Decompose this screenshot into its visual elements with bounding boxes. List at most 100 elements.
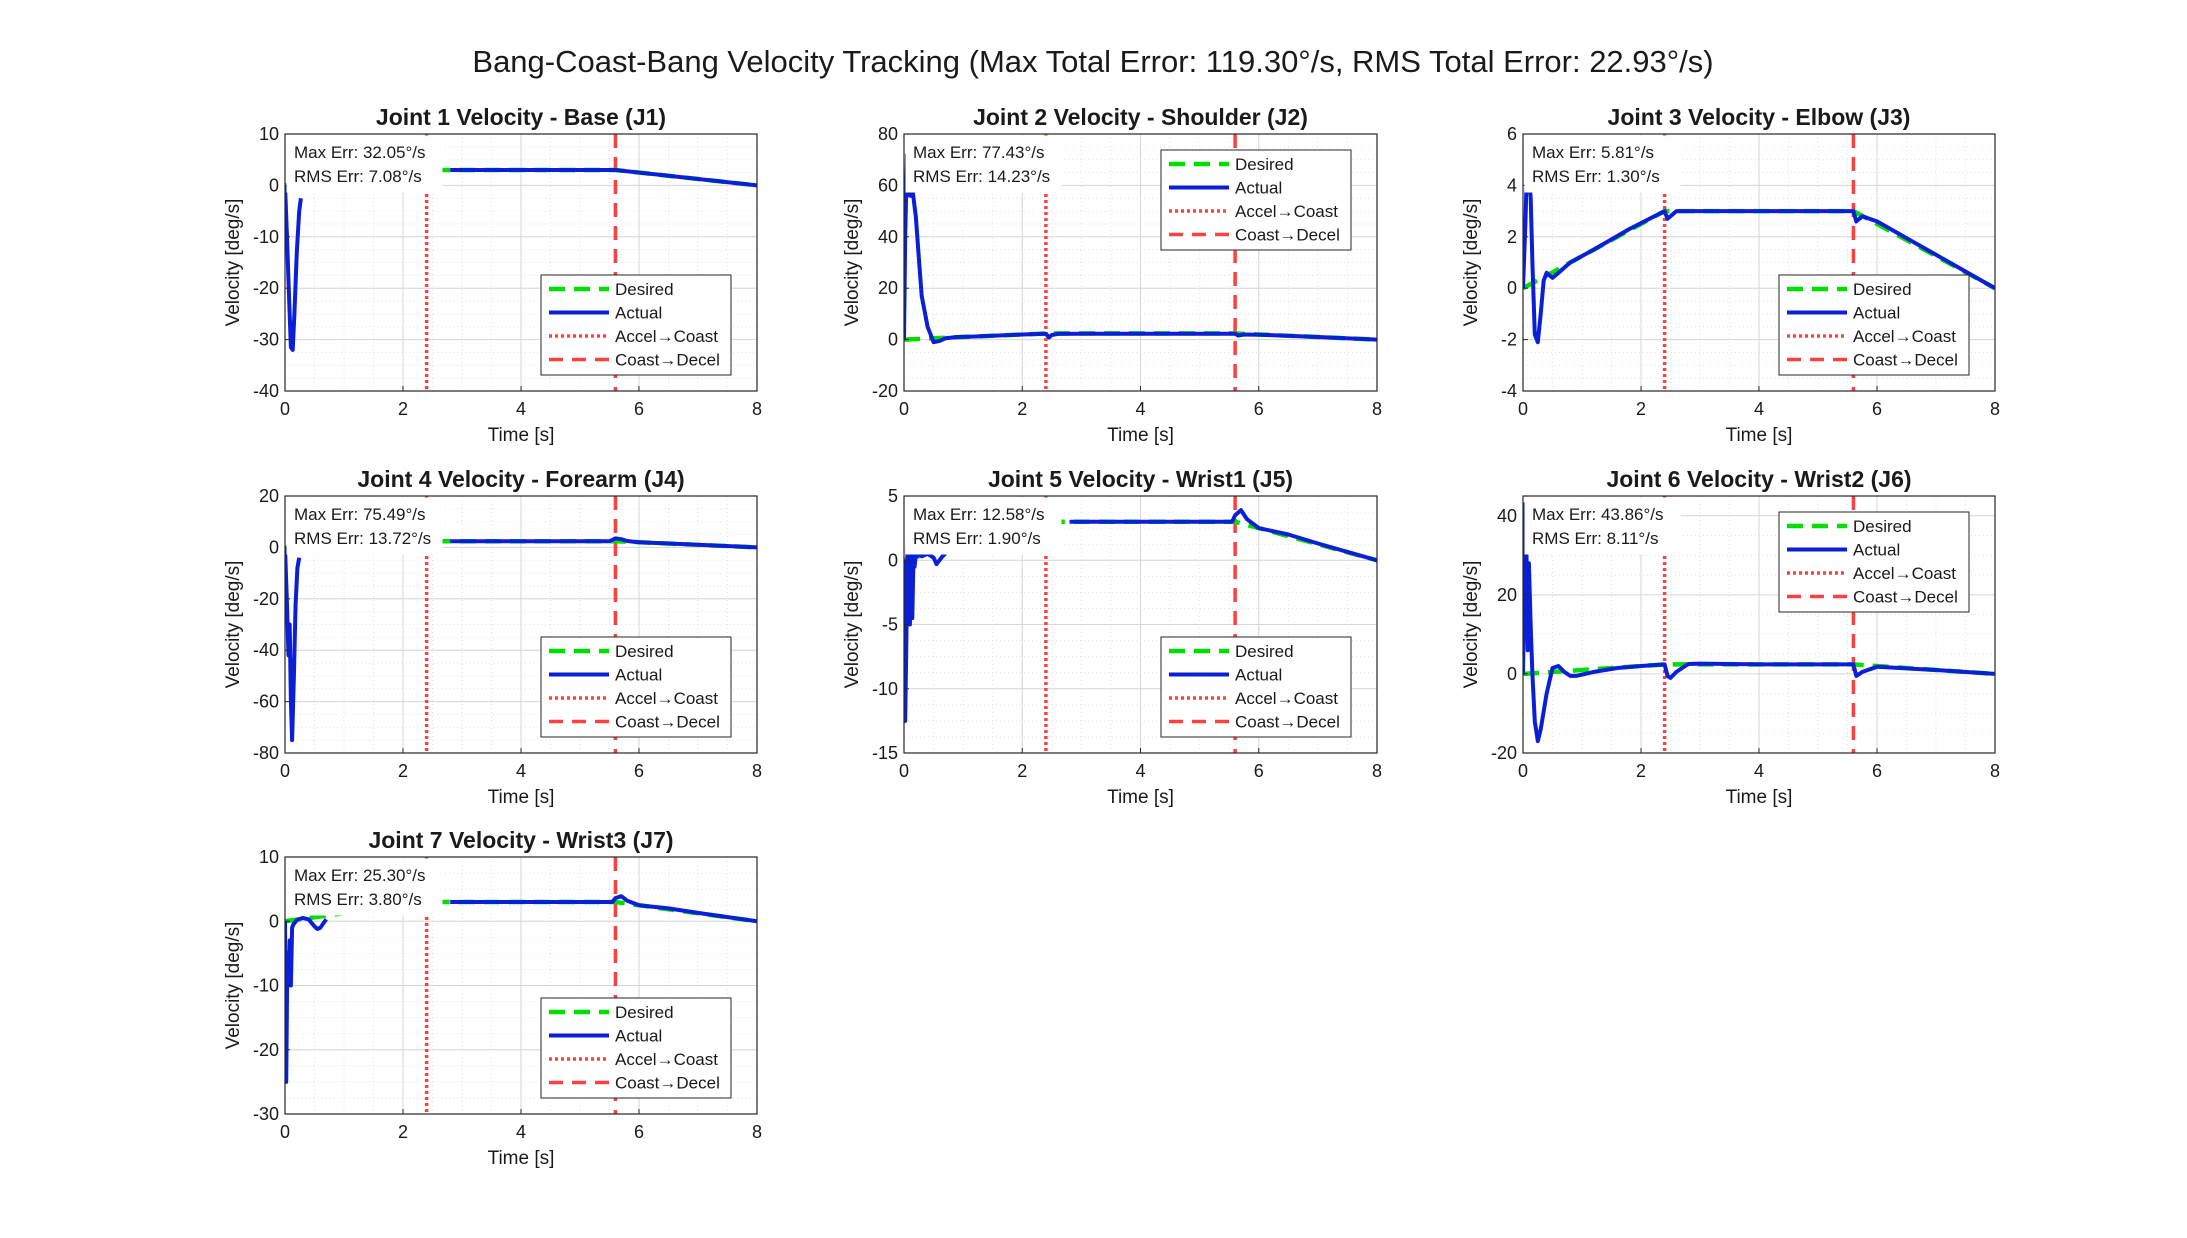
legend-label: Desired	[615, 1003, 674, 1022]
legend: Desired Actual Accel→Coast Coast→Decel	[540, 274, 732, 376]
y-tick-label: -60	[253, 692, 279, 712]
legend-label: Accel→Coast	[1235, 202, 1338, 221]
max-error-text: Max Err: 12.58°/s	[913, 505, 1045, 524]
error-annotation: Max Err: 25.30°/s RMS Err: 3.80°/s	[286, 858, 443, 916]
series-lines	[285, 167, 757, 352]
x-tick-label: 0	[1518, 399, 1528, 419]
legend-label: Coast→Decel	[1235, 713, 1340, 732]
y-axis-label: Velocity [deg/s]	[842, 561, 863, 689]
y-tick-label: 0	[269, 175, 279, 195]
series-lines	[1523, 137, 1995, 345]
x-tick-label: 2	[398, 399, 408, 419]
actual-series-line	[285, 185, 303, 352]
grid	[284, 133, 758, 392]
legend-label: Coast→Decel	[615, 1074, 720, 1093]
y-tick-label: -80	[253, 743, 279, 763]
y-axis-label: Velocity [deg/s]	[223, 561, 244, 689]
y-tick-label: 0	[1507, 664, 1517, 684]
x-tick-label: 0	[1518, 761, 1528, 781]
actual-series-line	[285, 916, 328, 1084]
y-tick-label: 0	[1507, 278, 1517, 298]
legend: Desired Actual Accel→Coast Coast→Decel	[1160, 636, 1352, 738]
error-annotation: Max Err: 32.05°/s RMS Err: 7.08°/s	[286, 135, 443, 193]
x-tick-label: 0	[280, 1122, 290, 1142]
legend-label: Desired	[1235, 155, 1294, 174]
x-tick-label: 6	[1872, 761, 1882, 781]
y-tick-label: -10	[253, 976, 279, 996]
subplot-title: Joint 5 Velocity - Wrist1 (J5)	[988, 466, 1293, 492]
rms-error-text: RMS Err: 1.30°/s	[1532, 167, 1660, 186]
legend-label: Actual	[1235, 179, 1282, 198]
y-tick-label: -40	[253, 381, 279, 401]
y-tick-label: 20	[1497, 585, 1517, 605]
subplot-title: Joint 2 Velocity - Shoulder (J2)	[973, 104, 1308, 130]
x-tick-label: 8	[752, 1122, 762, 1142]
legend: Desired Actual Accel→Coast Coast→Decel	[1160, 149, 1352, 251]
rms-error-text: RMS Err: 13.72°/s	[294, 529, 431, 548]
y-tick-label: -20	[253, 278, 279, 298]
y-axis-label: Velocity [deg/s]	[223, 922, 244, 1050]
rms-error-text: RMS Err: 7.08°/s	[294, 167, 422, 186]
y-tick-label: 6	[1507, 124, 1517, 144]
actual-series-line	[1523, 501, 1995, 744]
subplot-title: Joint 7 Velocity - Wrist3 (J7)	[368, 827, 673, 853]
y-tick-label: 40	[878, 227, 898, 247]
x-tick-label: 6	[634, 399, 644, 419]
x-tick-label: 0	[280, 761, 290, 781]
error-annotation: Max Err: 43.86°/s RMS Err: 8.11°/s	[1524, 497, 1681, 555]
y-tick-label: -20	[253, 589, 279, 609]
legend-label: Accel→Coast	[1853, 327, 1956, 346]
legend: Desired Actual Accel→Coast Coast→Decel	[540, 997, 732, 1099]
annotation-background	[286, 135, 443, 193]
subplot-5: 0 2 4 6 8 -15 -10 -5 0 5 Joint 5 Velocity - Wrist1…	[842, 466, 1382, 808]
x-tick-label: 0	[899, 761, 909, 781]
legend-label: Accel→Coast	[1235, 689, 1338, 708]
series-lines	[904, 152, 1377, 345]
rms-error-text: RMS Err: 14.23°/s	[913, 167, 1050, 186]
x-tick-label: 2	[1636, 399, 1646, 419]
x-axis-label: Time [s]	[488, 425, 555, 446]
legend-label: Actual	[1235, 666, 1282, 685]
annotation-background	[1524, 497, 1681, 555]
actual-series-line	[1523, 137, 1995, 345]
max-error-text: Max Err: 5.81°/s	[1532, 143, 1654, 162]
legend: Desired Actual Accel→Coast Coast→Decel	[1778, 274, 1970, 376]
x-tick-label: 2	[1017, 399, 1027, 419]
x-tick-label: 4	[516, 1122, 526, 1142]
series-lines	[1523, 501, 1995, 744]
x-tick-label: 4	[1135, 399, 1145, 419]
x-tick-label: 6	[634, 761, 644, 781]
x-tick-label: 8	[752, 761, 762, 781]
desired-series-line	[285, 899, 757, 924]
legend-label: Coast→Decel	[1235, 226, 1340, 245]
x-axis-label: Time [s]	[488, 1148, 555, 1169]
actual-series-line	[450, 536, 757, 550]
legend-label: Actual	[615, 1027, 662, 1046]
legend-label: Actual	[1853, 541, 1900, 560]
subplot-3: 0 2 4 6 8 -4 -2 0 2 4 6 Joint 3 Velocity - Elbow (J…	[1461, 104, 2000, 446]
y-axis-label: Velocity [deg/s]	[223, 199, 244, 327]
x-axis-label: Time [s]	[1726, 425, 1793, 446]
x-tick-label: 2	[1636, 761, 1646, 781]
legend-label: Accel→Coast	[615, 327, 718, 346]
x-tick-label: 0	[899, 399, 909, 419]
max-error-text: Max Err: 77.43°/s	[913, 143, 1045, 162]
x-axis-label: Time [s]	[1726, 787, 1793, 808]
y-tick-label: -2	[1501, 330, 1517, 350]
y-tick-label: -30	[253, 1104, 279, 1124]
legend-label: Actual	[615, 666, 662, 685]
actual-series-line	[904, 152, 1377, 345]
legend-label: Desired	[1853, 280, 1912, 299]
subplot-title: Joint 4 Velocity - Forearm (J4)	[357, 466, 684, 492]
y-tick-label: -5	[882, 615, 898, 635]
legend-label: Accel→Coast	[1853, 564, 1956, 583]
y-tick-label: -20	[1491, 743, 1517, 763]
y-tick-label: -10	[872, 679, 898, 699]
y-tick-label: -30	[253, 330, 279, 350]
rms-error-text: RMS Err: 3.80°/s	[294, 890, 422, 909]
y-tick-label: 0	[888, 330, 898, 350]
annotation-background	[286, 858, 443, 916]
subplot-title: Joint 3 Velocity - Elbow (J3)	[1608, 104, 1911, 130]
